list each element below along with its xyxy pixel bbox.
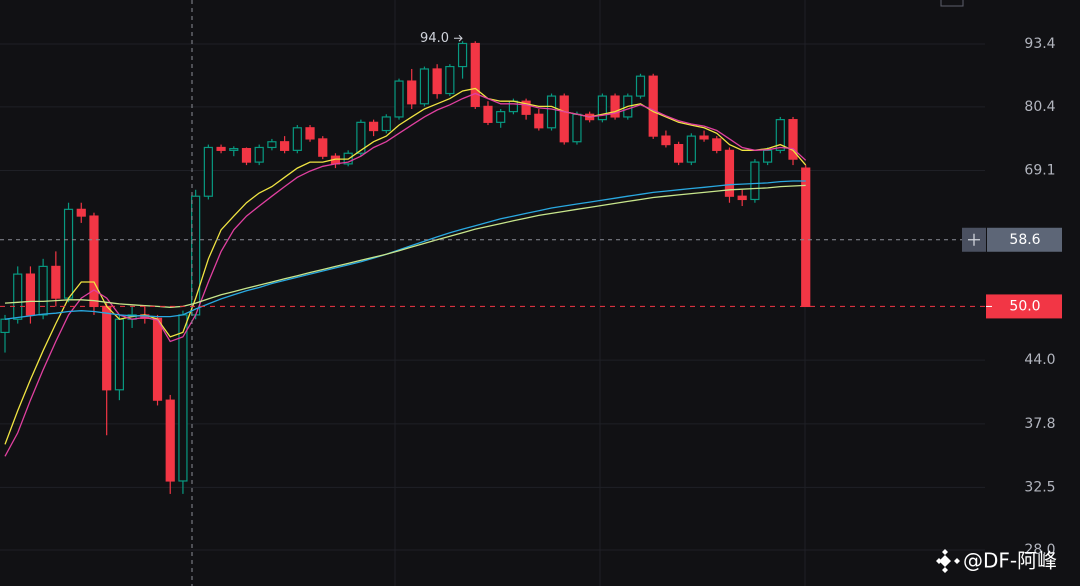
candle-body xyxy=(788,119,798,160)
crosshair-price-box xyxy=(987,227,1062,252)
high-annotation: 94.0 xyxy=(420,31,449,46)
candle-body xyxy=(648,75,658,137)
y-tick-label: 44.0 xyxy=(1024,352,1055,368)
candle-body xyxy=(89,215,99,308)
candle-body xyxy=(102,305,112,391)
candle-body xyxy=(114,318,124,391)
y-tick-label: 80.4 xyxy=(1024,99,1055,115)
candle-body xyxy=(280,141,290,151)
plus-icon xyxy=(968,233,980,246)
candle-body xyxy=(724,149,735,197)
candle-body xyxy=(674,143,684,163)
candle-body xyxy=(165,399,175,482)
candle-body xyxy=(394,80,404,118)
y-tick-label: 32.5 xyxy=(1024,479,1055,495)
candle-body xyxy=(775,119,785,151)
candle-body xyxy=(0,318,10,334)
candle-body xyxy=(661,135,671,146)
candle-body xyxy=(25,273,36,316)
ma-line xyxy=(4,184,806,308)
candle-body xyxy=(318,138,328,157)
candle-body xyxy=(508,100,518,113)
ma-line xyxy=(4,87,807,445)
candle-body xyxy=(241,148,252,163)
candle-body xyxy=(76,208,86,217)
candle-body xyxy=(419,68,430,105)
candle-body xyxy=(152,317,163,401)
crosshair-price-label: 58.6 xyxy=(1009,232,1040,248)
watermark: @DF-阿峰 xyxy=(963,549,1057,573)
candle-body xyxy=(762,149,773,163)
watermark-logo xyxy=(936,549,960,573)
candle-body xyxy=(457,42,468,68)
candle-body xyxy=(559,95,569,143)
candle-body xyxy=(267,141,277,149)
candle-body xyxy=(51,265,61,299)
candle-body xyxy=(368,121,379,132)
y-tick-label: 93.4 xyxy=(1024,36,1055,52)
high-arrow xyxy=(454,34,463,42)
candle-body xyxy=(699,135,709,140)
candle-body xyxy=(432,68,442,95)
candle-body xyxy=(483,105,493,123)
y-tick-label: 69.1 xyxy=(1024,163,1055,179)
candle-body xyxy=(381,116,391,132)
candle-body xyxy=(496,111,506,123)
candle-body xyxy=(546,95,557,129)
candle-body xyxy=(38,265,48,316)
candle-body xyxy=(610,95,620,118)
candle-body xyxy=(597,95,607,121)
candle-body xyxy=(407,80,417,105)
candle-body xyxy=(63,208,74,299)
ma-line xyxy=(4,92,807,457)
candle-body xyxy=(635,75,646,97)
last-price-label: 50.0 xyxy=(1009,298,1040,314)
y-tick-label: 37.8 xyxy=(1024,416,1055,432)
candle-body xyxy=(521,100,531,115)
candle-body xyxy=(178,314,188,482)
candle-body xyxy=(686,135,696,163)
candle-body xyxy=(356,121,366,154)
candle-body xyxy=(712,138,722,151)
candle-body xyxy=(470,42,480,107)
candle-body xyxy=(445,65,455,95)
candle-body xyxy=(254,146,264,163)
candle-body xyxy=(292,127,302,151)
candle-body xyxy=(13,273,23,320)
y-tick-label: 28.0 xyxy=(1024,542,1055,558)
candle-body xyxy=(216,146,226,151)
candle-body xyxy=(203,146,213,197)
ma-line xyxy=(4,180,806,320)
candle-body xyxy=(572,113,582,143)
candle-body xyxy=(801,167,811,308)
candle-body xyxy=(305,127,315,140)
candle-body xyxy=(229,148,239,151)
candle-body xyxy=(737,195,747,201)
candle-body xyxy=(534,113,544,129)
candle-body xyxy=(750,161,760,201)
toolbar-icon[interactable] xyxy=(940,0,964,7)
last-price-box xyxy=(986,294,1062,319)
